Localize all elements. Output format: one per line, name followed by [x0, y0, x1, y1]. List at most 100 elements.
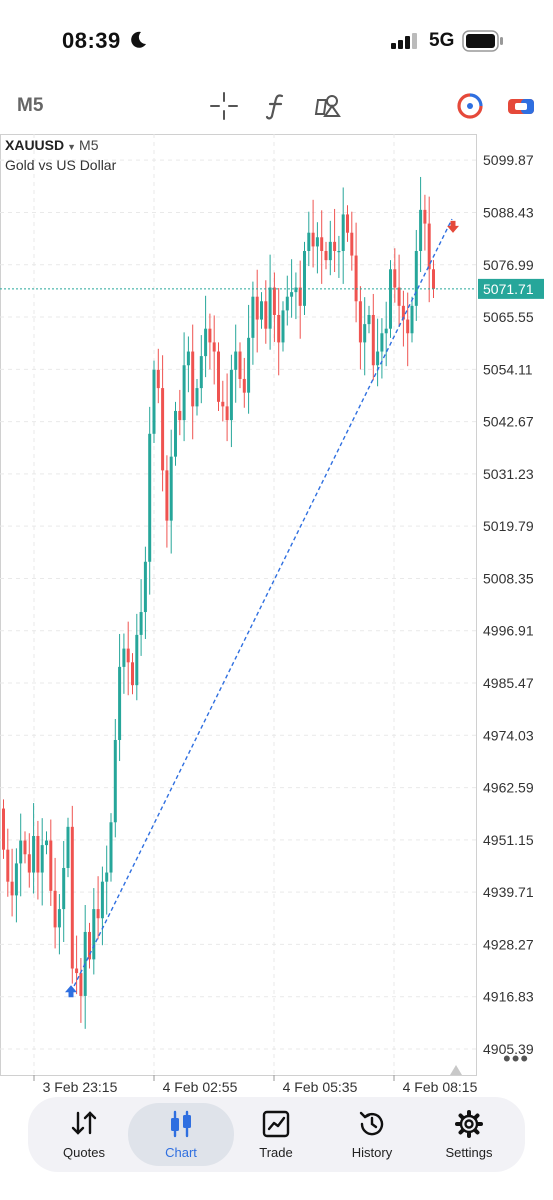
function-icon[interactable]	[260, 90, 292, 122]
candle	[371, 314, 375, 366]
candle	[324, 250, 328, 261]
candle	[174, 410, 177, 457]
candle	[264, 301, 268, 329]
y-tick-label: 4985.47	[483, 675, 534, 691]
crosshair-icon[interactable]	[208, 90, 240, 122]
candle	[195, 388, 199, 407]
trend-line	[70, 218, 453, 993]
candle	[423, 209, 427, 224]
candlestick-chart[interactable]: 5099.87 5088.43 5076.99 5065.55 5054.11 5042.…	[0, 134, 553, 1100]
moon-icon	[131, 31, 146, 48]
candle	[100, 881, 104, 919]
battery-icon	[462, 30, 503, 52]
y-tick-label: 5031.23	[483, 466, 534, 482]
candle	[376, 351, 380, 366]
candle	[234, 351, 238, 370]
candle	[260, 301, 263, 320]
candle	[96, 909, 100, 919]
candle	[139, 612, 143, 635]
price-chart[interactable]: 5099.87 5088.43 5076.99 5065.55 5054.11 5042.…	[0, 134, 553, 1100]
candle	[79, 973, 83, 996]
candle	[199, 356, 203, 389]
y-tick-label: 5042.67	[483, 414, 534, 430]
dropdown-icon: ▼	[67, 142, 77, 152]
signal-icon	[391, 33, 417, 49]
plot-border	[0, 134, 477, 1076]
symbol-period: M5	[79, 137, 99, 153]
timeframe-button[interactable]: M5	[17, 95, 44, 116]
y-tick-label: 4905.39	[483, 1041, 534, 1057]
candle	[126, 648, 130, 663]
candle	[221, 401, 225, 407]
candle	[397, 287, 401, 306]
candle	[337, 250, 341, 253]
candle	[363, 324, 367, 343]
x-tick-label: 4 Feb 02:55	[163, 1079, 238, 1095]
candle	[113, 740, 117, 823]
candle	[294, 287, 298, 293]
candle	[350, 232, 354, 256]
candle	[53, 890, 57, 928]
candle	[277, 314, 281, 343]
one-click-trading-icon[interactable]	[454, 90, 486, 122]
candle	[32, 835, 36, 873]
candle	[268, 287, 272, 329]
candle	[432, 269, 435, 289]
nav-history[interactable]: History	[322, 1097, 422, 1172]
trade-panel-icon[interactable]	[505, 90, 537, 122]
candle	[393, 269, 397, 288]
candle	[272, 287, 276, 315]
chart-shift-icon	[450, 1065, 462, 1075]
nav-history-label: History	[351, 1145, 393, 1160]
candle	[303, 250, 306, 306]
candle	[229, 369, 233, 421]
candle	[238, 351, 242, 379]
nav-quotes[interactable]: Quotes	[34, 1097, 134, 1172]
candle	[384, 328, 388, 334]
candle	[36, 835, 40, 873]
candle	[10, 881, 14, 896]
candle	[328, 241, 332, 261]
candle	[217, 351, 220, 402]
candle	[401, 305, 405, 320]
candle	[156, 369, 160, 389]
nav-chart[interactable]: Chart	[131, 1097, 231, 1172]
candle	[62, 867, 66, 910]
candle	[169, 456, 173, 521]
y-tick-label: 4928.27	[483, 936, 534, 952]
y-tick-label: 5099.87	[483, 152, 534, 168]
chart-symbol[interactable]: XAUUSD ▼ M5	[5, 137, 99, 153]
network-type: 5G	[429, 30, 455, 51]
candle	[251, 296, 255, 338]
objects-icon[interactable]	[312, 90, 344, 122]
candle	[389, 269, 392, 329]
x-tick-label: 4 Feb 05:35	[283, 1079, 358, 1095]
nav-settings[interactable]: Settings	[419, 1097, 519, 1172]
candle	[191, 351, 195, 407]
candle	[45, 840, 48, 846]
candle	[152, 369, 156, 434]
buy-arrow	[65, 985, 77, 998]
candle	[311, 232, 315, 247]
symbol-description: Gold vs US Dollar	[5, 157, 117, 173]
y-tick-label: 5076.99	[483, 257, 534, 273]
candle	[346, 214, 349, 233]
candle	[122, 648, 126, 667]
history-icon	[359, 1111, 384, 1136]
candle	[320, 237, 324, 251]
symbol-name: XAUUSD	[5, 137, 65, 153]
more-icon[interactable]: •••	[503, 1046, 530, 1071]
candle	[66, 826, 70, 868]
nav-trade[interactable]: Trade	[226, 1097, 326, 1172]
y-tick-label: 4996.91	[483, 623, 534, 639]
candle	[367, 314, 371, 325]
candle	[19, 840, 23, 864]
candle	[406, 319, 410, 334]
candle	[105, 872, 109, 882]
nav-active-indicator	[128, 1103, 234, 1166]
candle	[182, 365, 186, 421]
nav-quotes-label: Quotes	[63, 1145, 105, 1160]
candle	[118, 666, 122, 741]
quotes-icon	[71, 1111, 97, 1135]
candle	[298, 287, 302, 306]
